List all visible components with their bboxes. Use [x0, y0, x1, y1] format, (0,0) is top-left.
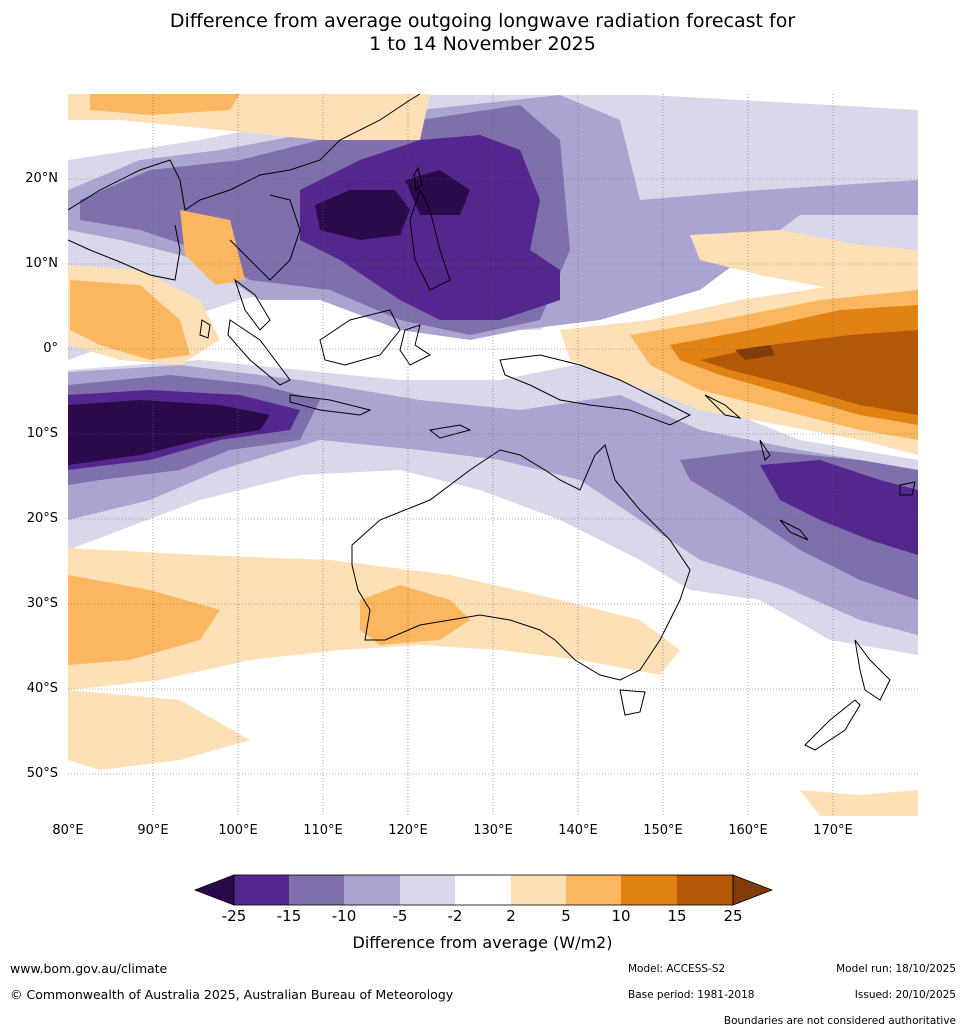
legend-tick-label: 25 — [723, 907, 743, 925]
colorbar-min-arrow — [193, 874, 235, 906]
new-guinea-coast — [499, 354, 692, 426]
warm-southern-fringe — [68, 690, 250, 770]
core-darkest-north — [315, 190, 410, 240]
legend-tick-label: 2 — [506, 907, 516, 925]
malay-peninsula-coast — [234, 278, 271, 331]
warm-se-corner — [800, 790, 918, 816]
fiji-coast — [899, 481, 916, 496]
model-run-label: Model run: 18/10/2025 — [836, 963, 956, 975]
legend-tick-label: -25 — [221, 907, 247, 925]
title-line-1: Difference from average outgoing longwav… — [169, 10, 796, 32]
colorbar-bin-9 — [677, 875, 733, 905]
java-coast — [289, 394, 372, 416]
copyright-text: © Commonwealth of Australia 2025, Austra… — [10, 987, 454, 1002]
lon-label-130e: 130°E — [473, 823, 513, 838]
timor-coast — [428, 424, 472, 439]
lon-label-170e: 170°E — [813, 823, 853, 838]
lon-label-110e: 110°E — [303, 823, 343, 838]
lon-label-100e: 100°E — [218, 823, 258, 838]
lon-label-140e: 140°E — [558, 823, 598, 838]
base-period-label: Base period: 1981-2018 — [628, 989, 755, 1001]
band-purple-deep — [300, 135, 560, 320]
taiwan-coast — [413, 166, 423, 191]
colorbar-max-arrow — [732, 874, 774, 906]
model-label: Model: ACCESS-S2 — [628, 963, 726, 975]
lat-label-20n: 20°N — [25, 171, 58, 186]
sri-lanka-coast — [199, 319, 211, 339]
bom-url-link[interactable]: www.bom.gov.au/climate — [10, 961, 168, 976]
warm-pacific-core — [735, 345, 775, 360]
graticule — [68, 94, 918, 816]
vanuatu-coast — [759, 439, 771, 461]
asia-mainland-coast — [68, 94, 421, 211]
issued-label: Issued: 20/10/2025 — [854, 989, 956, 1001]
colorbar-frame — [233, 874, 734, 906]
warm-south-ocean-2 — [68, 575, 220, 665]
lat-label-10s: 10°S — [26, 426, 58, 441]
lon-label-120e: 120°E — [388, 823, 428, 838]
boundaries-disclaimer: Boundaries are not considered authoritat… — [723, 1015, 956, 1027]
lon-label-160e: 160°E — [728, 823, 768, 838]
lat-label-10n: 10°N — [25, 256, 58, 271]
warm-south-china — [180, 210, 245, 285]
nz-south-coast — [804, 699, 861, 751]
sulawesi-coast — [399, 324, 431, 366]
warm-pacific-north — [690, 230, 918, 290]
warm-south-ocean-3 — [360, 585, 470, 645]
lat-label-40s: 40°S — [26, 681, 58, 696]
lon-label-90e: 90°E — [137, 823, 169, 838]
indochina-coast — [229, 194, 301, 281]
lat-label-50s: 50°S — [26, 766, 58, 781]
core-darkest-south — [68, 400, 270, 465]
colorbar-bin-2 — [289, 875, 344, 905]
nz-north-coast — [854, 639, 891, 701]
map-title: Difference from average outgoing longwav… — [0, 10, 965, 56]
colorbar-title: Difference from average (W/m2) — [352, 933, 613, 952]
legend-tick-label: -10 — [331, 907, 357, 925]
colorbar-bin-6 — [511, 875, 566, 905]
new-caledonia-coast — [779, 519, 809, 541]
coastlines — [68, 94, 916, 751]
colorbar-bin-4 — [400, 875, 455, 905]
colorbar-bin-7 — [566, 875, 621, 905]
legend-tick-label: -5 — [392, 907, 408, 925]
colorbar-bin-3 — [344, 875, 400, 905]
warm-bay-bengal-2 — [70, 280, 190, 360]
legend-tick-label: 15 — [667, 907, 687, 925]
colorbar-bin-5 — [455, 875, 511, 905]
lat-label-30s: 30°S — [26, 596, 58, 611]
lat-label-20s: 20°S — [26, 511, 58, 526]
warm-northwest-2 — [90, 94, 240, 115]
philippines-coast — [409, 188, 451, 291]
legend-tick-label: -2 — [447, 907, 463, 925]
lon-label-80e: 80°E — [52, 823, 84, 838]
colorbar — [193, 874, 774, 906]
sumatra-coast — [227, 319, 291, 386]
lon-label-150e: 150°E — [643, 823, 683, 838]
band-purple-deep-east — [760, 460, 918, 555]
colorbar-bin-8 — [621, 875, 677, 905]
title-line-2: 1 to 14 November 2025 — [369, 33, 596, 55]
legend-tick-label: 10 — [611, 907, 631, 925]
australia-coast — [351, 444, 691, 681]
legend-tick-label: 5 — [561, 907, 571, 925]
tasmania-coast — [619, 689, 646, 716]
borneo-coast — [319, 309, 401, 366]
colorbar-bin-1 — [234, 875, 289, 905]
india-coast — [68, 224, 181, 281]
lat-label-0: 0° — [43, 341, 58, 356]
solomons-coast — [704, 394, 742, 419]
legend-tick-label: -15 — [276, 907, 302, 925]
